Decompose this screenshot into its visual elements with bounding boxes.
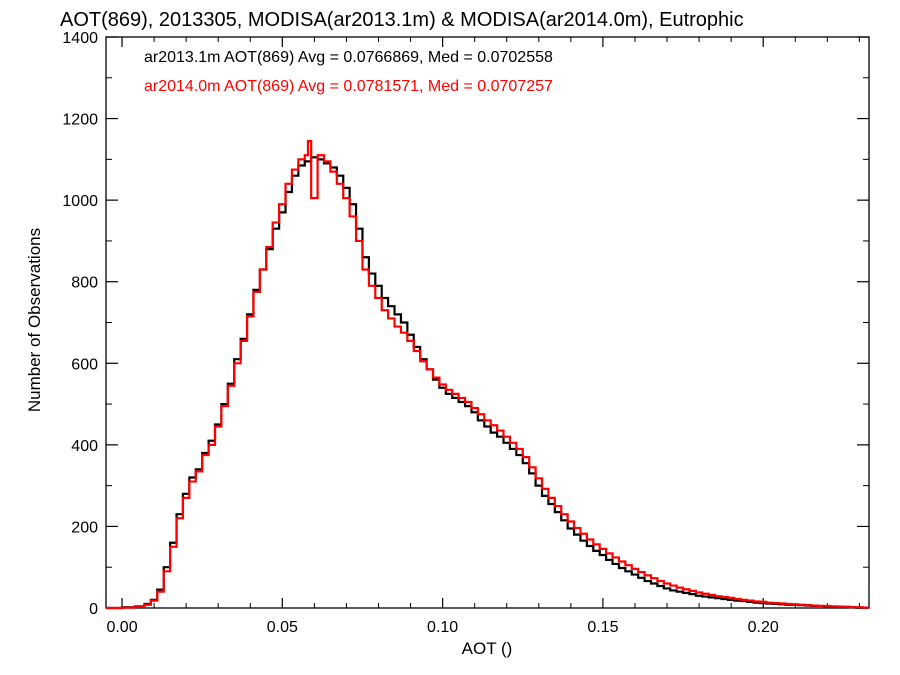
- x-tick-label: 0.05: [267, 619, 298, 636]
- y-tick-label: 200: [71, 519, 98, 536]
- y-axis-ticks: 0 200 400 600 800 1000 1200 1400: [62, 30, 869, 618]
- legend: ar2013.1m AOT(869) Avg = 0.0766869, Med …: [144, 49, 553, 95]
- series-line-ar2014: [106, 139, 869, 610]
- legend-entry-ar2013: ar2013.1m AOT(869) Avg = 0.0766869, Med …: [144, 49, 553, 66]
- y-axis-label: Number of Observations: [25, 228, 44, 412]
- series-line-ar2013: [106, 156, 869, 610]
- y-tick-label: 800: [71, 275, 98, 292]
- chart-title: AOT(869), 2013305, MODISA(ar2013.1m) & M…: [60, 9, 744, 31]
- x-tick-label: 0.10: [427, 619, 458, 636]
- plot-frame: [105, 36, 870, 609]
- legend-entry-ar2014: ar2014.0m AOT(869) Avg = 0.0781571, Med …: [144, 78, 553, 95]
- x-axis-label: AOT (): [462, 639, 513, 658]
- x-tick-label: 0.00: [106, 619, 137, 636]
- y-tick-label: 0: [89, 601, 98, 618]
- y-tick-label: 400: [71, 438, 98, 455]
- series-layer: [106, 139, 869, 610]
- y-tick-label: 1200: [62, 112, 98, 129]
- y-tick-label: 600: [71, 356, 98, 373]
- y-tick-label: 1000: [62, 193, 98, 210]
- x-tick-label: 0.20: [748, 619, 779, 636]
- plot-area: 0.00 0.05 0.10 0.15 0.20 0 200 400 600 800 1000 12…: [62, 30, 870, 636]
- x-axis-ticks: 0.00 0.05 0.10 0.15 0.20: [106, 37, 860, 636]
- x-tick-label: 0.15: [587, 619, 618, 636]
- y-tick-label: 1400: [62, 30, 98, 47]
